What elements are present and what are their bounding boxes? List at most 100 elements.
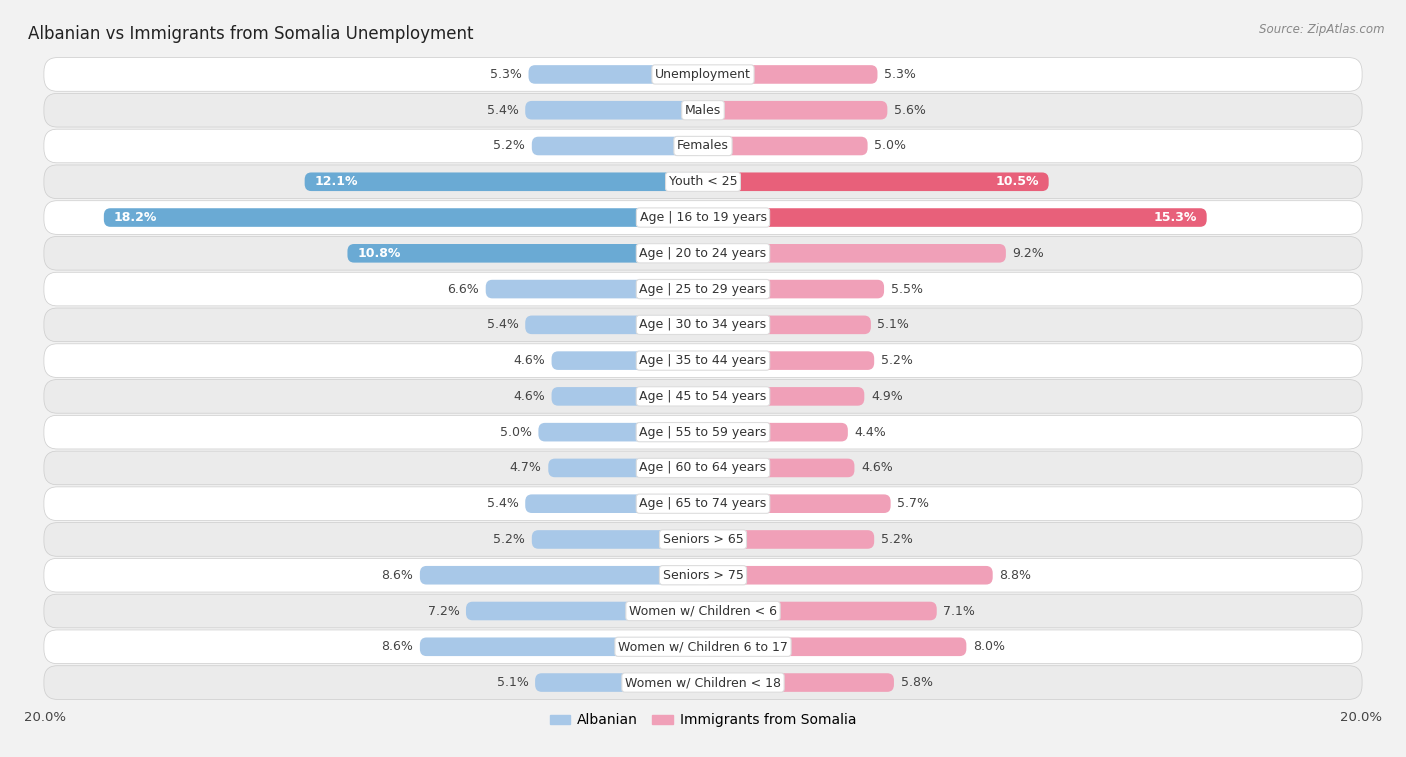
Text: 5.3%: 5.3% [491, 68, 522, 81]
Text: 5.1%: 5.1% [496, 676, 529, 689]
FancyBboxPatch shape [485, 280, 703, 298]
Text: Source: ZipAtlas.com: Source: ZipAtlas.com [1260, 23, 1385, 36]
Text: 4.6%: 4.6% [860, 462, 893, 475]
FancyBboxPatch shape [44, 308, 1362, 341]
Text: Age | 20 to 24 years: Age | 20 to 24 years [640, 247, 766, 260]
Text: 5.2%: 5.2% [880, 533, 912, 546]
Text: 5.2%: 5.2% [494, 533, 526, 546]
FancyBboxPatch shape [526, 316, 703, 334]
FancyBboxPatch shape [526, 494, 703, 513]
Text: 8.6%: 8.6% [381, 640, 413, 653]
Text: 6.6%: 6.6% [447, 282, 479, 295]
Text: Women w/ Children < 18: Women w/ Children < 18 [626, 676, 780, 689]
Text: 4.7%: 4.7% [510, 462, 541, 475]
Text: 5.3%: 5.3% [884, 68, 915, 81]
Text: 5.6%: 5.6% [894, 104, 925, 117]
Text: 5.2%: 5.2% [494, 139, 526, 152]
FancyBboxPatch shape [420, 637, 703, 656]
Text: Age | 55 to 59 years: Age | 55 to 59 years [640, 425, 766, 438]
Text: 5.0%: 5.0% [499, 425, 531, 438]
FancyBboxPatch shape [703, 316, 870, 334]
Text: Women w/ Children 6 to 17: Women w/ Children 6 to 17 [619, 640, 787, 653]
Text: 15.3%: 15.3% [1153, 211, 1197, 224]
FancyBboxPatch shape [420, 566, 703, 584]
Text: 5.4%: 5.4% [486, 104, 519, 117]
Text: 4.9%: 4.9% [870, 390, 903, 403]
Text: Males: Males [685, 104, 721, 117]
FancyBboxPatch shape [703, 423, 848, 441]
Text: Albanian vs Immigrants from Somalia Unemployment: Albanian vs Immigrants from Somalia Unem… [28, 25, 474, 43]
Text: Seniors > 65: Seniors > 65 [662, 533, 744, 546]
Text: 8.8%: 8.8% [1000, 569, 1031, 581]
Text: 4.6%: 4.6% [513, 354, 546, 367]
Text: Age | 65 to 74 years: Age | 65 to 74 years [640, 497, 766, 510]
Text: 18.2%: 18.2% [114, 211, 157, 224]
Text: 5.2%: 5.2% [880, 354, 912, 367]
FancyBboxPatch shape [551, 351, 703, 370]
Text: 5.5%: 5.5% [890, 282, 922, 295]
FancyBboxPatch shape [44, 273, 1362, 306]
FancyBboxPatch shape [703, 101, 887, 120]
FancyBboxPatch shape [531, 530, 703, 549]
FancyBboxPatch shape [44, 665, 1362, 699]
FancyBboxPatch shape [548, 459, 703, 477]
FancyBboxPatch shape [44, 630, 1362, 664]
FancyBboxPatch shape [44, 451, 1362, 484]
Legend: Albanian, Immigrants from Somalia: Albanian, Immigrants from Somalia [544, 708, 862, 733]
FancyBboxPatch shape [703, 387, 865, 406]
FancyBboxPatch shape [703, 173, 1049, 191]
FancyBboxPatch shape [703, 459, 855, 477]
FancyBboxPatch shape [44, 594, 1362, 628]
FancyBboxPatch shape [44, 236, 1362, 270]
FancyBboxPatch shape [703, 65, 877, 84]
FancyBboxPatch shape [44, 344, 1362, 378]
FancyBboxPatch shape [529, 65, 703, 84]
Text: 5.1%: 5.1% [877, 319, 910, 332]
Text: Age | 30 to 34 years: Age | 30 to 34 years [640, 319, 766, 332]
FancyBboxPatch shape [44, 379, 1362, 413]
Text: Unemployment: Unemployment [655, 68, 751, 81]
FancyBboxPatch shape [703, 494, 890, 513]
Text: Age | 45 to 54 years: Age | 45 to 54 years [640, 390, 766, 403]
FancyBboxPatch shape [703, 280, 884, 298]
FancyBboxPatch shape [703, 244, 1005, 263]
Text: Women w/ Children < 6: Women w/ Children < 6 [628, 605, 778, 618]
FancyBboxPatch shape [44, 165, 1362, 198]
FancyBboxPatch shape [703, 673, 894, 692]
Text: Age | 16 to 19 years: Age | 16 to 19 years [640, 211, 766, 224]
Text: 8.0%: 8.0% [973, 640, 1005, 653]
FancyBboxPatch shape [44, 129, 1362, 163]
FancyBboxPatch shape [703, 137, 868, 155]
Text: 4.6%: 4.6% [513, 390, 546, 403]
FancyBboxPatch shape [44, 559, 1362, 592]
FancyBboxPatch shape [44, 522, 1362, 556]
Text: Age | 60 to 64 years: Age | 60 to 64 years [640, 462, 766, 475]
Text: 7.2%: 7.2% [427, 605, 460, 618]
FancyBboxPatch shape [44, 201, 1362, 235]
Text: 12.1%: 12.1% [315, 176, 359, 188]
Text: Seniors > 75: Seniors > 75 [662, 569, 744, 581]
FancyBboxPatch shape [305, 173, 703, 191]
Text: 7.1%: 7.1% [943, 605, 976, 618]
Text: 8.6%: 8.6% [381, 569, 413, 581]
Text: Age | 35 to 44 years: Age | 35 to 44 years [640, 354, 766, 367]
FancyBboxPatch shape [703, 637, 966, 656]
FancyBboxPatch shape [465, 602, 703, 620]
FancyBboxPatch shape [703, 208, 1206, 227]
Text: Age | 25 to 29 years: Age | 25 to 29 years [640, 282, 766, 295]
FancyBboxPatch shape [104, 208, 703, 227]
Text: 5.4%: 5.4% [486, 319, 519, 332]
Text: Females: Females [678, 139, 728, 152]
FancyBboxPatch shape [536, 673, 703, 692]
FancyBboxPatch shape [531, 137, 703, 155]
FancyBboxPatch shape [703, 566, 993, 584]
FancyBboxPatch shape [526, 101, 703, 120]
Text: 10.5%: 10.5% [995, 176, 1039, 188]
FancyBboxPatch shape [538, 423, 703, 441]
FancyBboxPatch shape [44, 93, 1362, 127]
Text: 5.0%: 5.0% [875, 139, 907, 152]
Text: 4.4%: 4.4% [855, 425, 886, 438]
FancyBboxPatch shape [703, 530, 875, 549]
FancyBboxPatch shape [347, 244, 703, 263]
FancyBboxPatch shape [551, 387, 703, 406]
